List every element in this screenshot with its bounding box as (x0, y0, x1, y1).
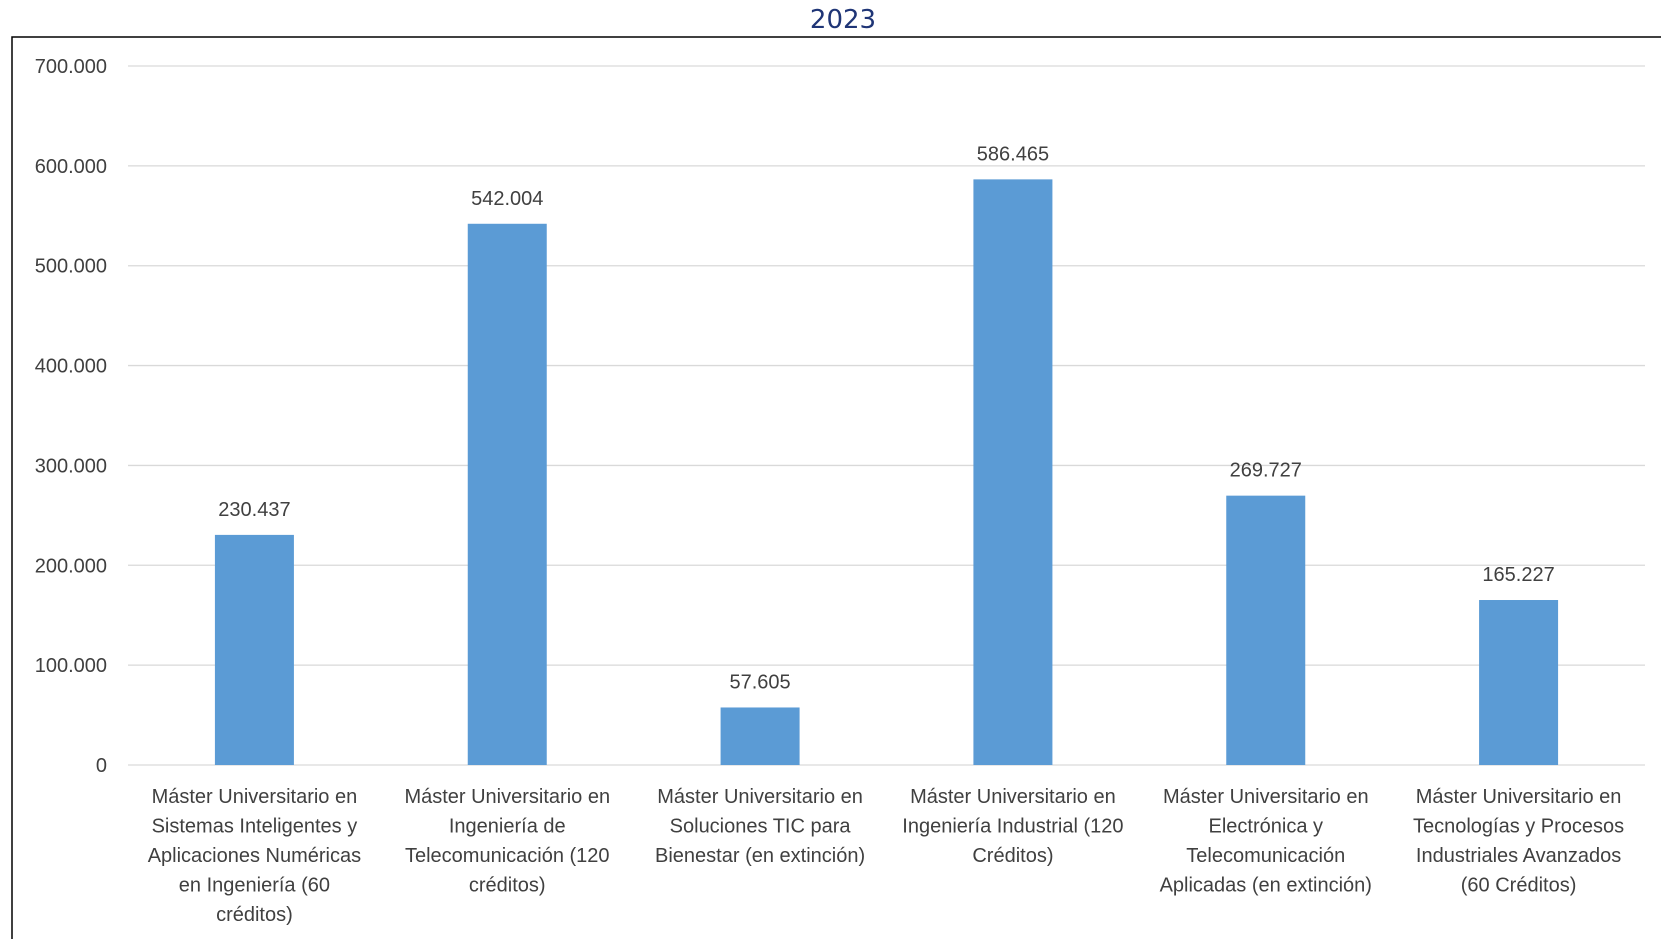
y-tick-label: 600.000 (35, 156, 107, 178)
category-label-line: Máster Universitario en (657, 786, 863, 808)
chart-title: 2023 (810, 5, 876, 35)
category-label-line: Aplicaciones Numéricas (148, 845, 361, 867)
category-label-line: Tecnologías y Procesos (1413, 816, 1624, 838)
category-label: Máster Universitario en Tecnologías y Pro… (1413, 786, 1624, 897)
bar (214, 534, 294, 765)
category-label-line: Créditos) (972, 845, 1053, 867)
y-tick-label: 200.000 (35, 555, 107, 577)
category-label-line: Ingeniería Industrial (120 (902, 816, 1123, 838)
y-tick-label: 400.000 (35, 356, 107, 378)
category-label-line: Máster Universitario en (404, 786, 610, 808)
category-label: Máster Universitario en Ingeniería de Tele… (404, 786, 610, 897)
bar (973, 179, 1053, 765)
category-label-line: Máster Universitario en (152, 786, 358, 808)
category-label-line: Máster Universitario en (1163, 786, 1369, 808)
category-label-line: créditos) (469, 875, 546, 897)
bar (467, 223, 547, 766)
bar (1479, 600, 1559, 765)
data-label: 57.605 (729, 671, 790, 693)
category-label: Máster Universitario en Electrónica y Tele… (1160, 786, 1372, 897)
data-label: 269.727 (1230, 460, 1302, 482)
bar (720, 707, 800, 765)
y-tick-label: 100.000 (35, 655, 107, 677)
category-label-line: Soluciones TIC para (670, 816, 852, 838)
category-label: Máster Universitario en Soluciones TIC pa… (655, 786, 865, 867)
category-label: Máster Universitario en Sistemas Intelige… (148, 786, 361, 926)
y-tick-label: 500.000 (35, 256, 107, 278)
category-label-line: Máster Universitario en (910, 786, 1116, 808)
category-label-line: créditos) (216, 904, 293, 926)
data-label: 230.437 (218, 499, 290, 521)
data-label: 542.004 (471, 188, 543, 210)
category-label-line: Aplicadas (en extinción) (1160, 875, 1372, 897)
category-label-line: (60 Créditos) (1461, 875, 1577, 897)
category-label-line: Telecomunicación (120 (405, 845, 610, 867)
category-label-line: Telecomunicación (1186, 845, 1345, 867)
category-label-line: Electrónica y (1209, 816, 1324, 838)
bars (214, 179, 1559, 766)
category-label: Máster Universitario en Ingeniería Indust… (902, 786, 1123, 867)
y-tick-label: 0 (96, 755, 107, 777)
bar (1226, 495, 1306, 765)
data-labels: 230.437 542.004 57.605 586.465 269.727 165.22… (218, 143, 1554, 693)
category-label-line: Industriales Avanzados (1416, 845, 1621, 867)
y-tick-label: 300.000 (35, 455, 107, 477)
chart-frame (11, 36, 1661, 939)
x-axis-category-labels: Máster Universitario en Sistemas Intelige… (148, 786, 1624, 926)
category-label-line: Ingeniería de (449, 816, 566, 838)
category-label-line: Bienestar (en extinción) (655, 845, 865, 867)
category-label-line: en Ingeniería (60 (179, 875, 330, 897)
data-label: 586.465 (977, 143, 1049, 165)
gridlines (128, 65, 1645, 766)
category-label-line: Sistemas Inteligentes y (152, 816, 358, 838)
y-tick-label: 700.000 (35, 56, 107, 78)
y-axis-tick-labels: 0 100.000 200.000 300.000 400.000 500.000 600.… (35, 56, 107, 777)
data-label: 165.227 (1482, 564, 1554, 586)
category-label-line: Máster Universitario en (1416, 786, 1622, 808)
